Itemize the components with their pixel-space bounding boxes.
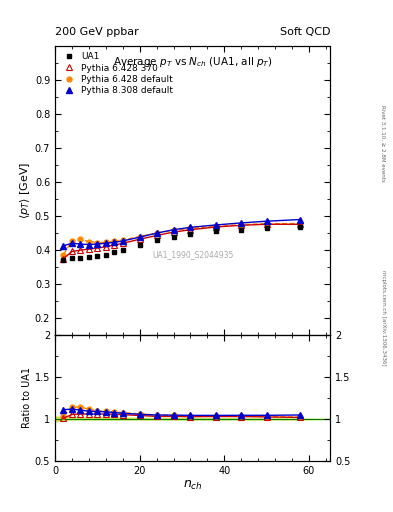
Pythia 6.428 370 (264, 221, 269, 227)
Pythia 8.308 default (154, 230, 159, 236)
Text: mcplots.cern.ch [arXiv:1306.3436]: mcplots.cern.ch [arXiv:1306.3436] (381, 270, 386, 365)
Pythia 6.428 default (120, 237, 125, 243)
Pythia 6.428 370 (112, 242, 117, 248)
Pythia 6.428 default (103, 239, 108, 245)
Pythia 6.428 370 (61, 255, 66, 262)
UA1 (120, 247, 125, 253)
UA1 (137, 242, 142, 248)
Pythia 6.428 370 (137, 236, 142, 242)
Pythia 8.308 default (239, 220, 244, 226)
Pythia 6.428 default (78, 236, 83, 242)
UA1 (239, 227, 244, 233)
Pythia 8.308 default (171, 227, 176, 233)
UA1 (95, 252, 100, 259)
Pythia 6.428 default (213, 223, 218, 229)
Pythia 6.428 370 (70, 248, 74, 254)
Pythia 6.428 default (95, 240, 100, 246)
Pythia 8.308 default (298, 217, 303, 223)
Legend: UA1, Pythia 6.428 370, Pythia 6.428 default, Pythia 8.308 default: UA1, Pythia 6.428 370, Pythia 6.428 defa… (59, 51, 175, 97)
Pythia 6.428 default (264, 221, 269, 227)
Pythia 6.428 default (61, 251, 66, 258)
UA1 (86, 253, 91, 260)
UA1 (298, 224, 303, 230)
UA1 (188, 231, 193, 237)
UA1 (112, 249, 117, 255)
Pythia 6.428 370 (213, 224, 218, 230)
Pythia 6.428 default (298, 221, 303, 227)
Pythia 8.308 default (103, 240, 108, 246)
Pythia 8.308 default (120, 238, 125, 244)
Pythia 6.428 370 (188, 227, 193, 233)
Pythia 8.308 default (264, 218, 269, 224)
Text: Soft QCD: Soft QCD (280, 27, 330, 37)
Pythia 6.428 default (154, 230, 159, 236)
Pythia 6.428 default (171, 227, 176, 233)
UA1 (154, 237, 159, 243)
Pythia 8.308 default (188, 224, 193, 230)
Pythia 6.428 370 (120, 240, 125, 246)
Y-axis label: Ratio to UA1: Ratio to UA1 (22, 368, 32, 429)
Text: Rivet 3.1.10, ≥ 2.8M events: Rivet 3.1.10, ≥ 2.8M events (381, 105, 386, 182)
Pythia 6.428 default (86, 239, 91, 245)
UA1 (70, 255, 74, 261)
Pythia 6.428 370 (154, 232, 159, 239)
Text: 200 GeV ppbar: 200 GeV ppbar (55, 27, 139, 37)
Line: Pythia 6.428 370: Pythia 6.428 370 (61, 222, 303, 262)
UA1 (264, 225, 269, 231)
Pythia 8.308 default (78, 241, 83, 247)
Pythia 6.428 default (239, 222, 244, 228)
Pythia 6.428 370 (103, 244, 108, 250)
Pythia 6.428 370 (95, 245, 100, 251)
Pythia 8.308 default (137, 234, 142, 240)
Text: UA1_1990_S2044935: UA1_1990_S2044935 (152, 250, 233, 259)
Line: Pythia 6.428 default: Pythia 6.428 default (61, 221, 303, 257)
Pythia 6.428 default (112, 238, 117, 244)
Pythia 8.308 default (213, 222, 218, 228)
UA1 (171, 233, 176, 240)
Pythia 6.428 default (188, 225, 193, 231)
Y-axis label: $\langle p_T \rangle$ [GeV]: $\langle p_T \rangle$ [GeV] (18, 162, 32, 219)
Pythia 6.428 370 (171, 229, 176, 235)
UA1 (213, 228, 218, 234)
Pythia 6.428 default (137, 233, 142, 240)
UA1 (78, 254, 83, 261)
Pythia 8.308 default (112, 239, 117, 245)
Pythia 6.428 default (70, 238, 74, 244)
Line: UA1: UA1 (61, 225, 303, 262)
Pythia 8.308 default (61, 243, 66, 249)
X-axis label: $n_{ch}$: $n_{ch}$ (183, 478, 202, 492)
Text: Average $p_T$ vs $N_{ch}$ (UA1, all $p_T$): Average $p_T$ vs $N_{ch}$ (UA1, all $p_T… (113, 55, 272, 69)
Pythia 6.428 370 (239, 222, 244, 228)
Line: Pythia 8.308 default: Pythia 8.308 default (61, 217, 303, 248)
Pythia 8.308 default (70, 240, 74, 246)
Pythia 6.428 370 (86, 246, 91, 252)
UA1 (61, 257, 66, 263)
Pythia 8.308 default (95, 241, 100, 247)
Pythia 6.428 370 (298, 221, 303, 227)
Pythia 6.428 370 (78, 247, 83, 253)
Pythia 8.308 default (86, 242, 91, 248)
UA1 (103, 251, 108, 258)
